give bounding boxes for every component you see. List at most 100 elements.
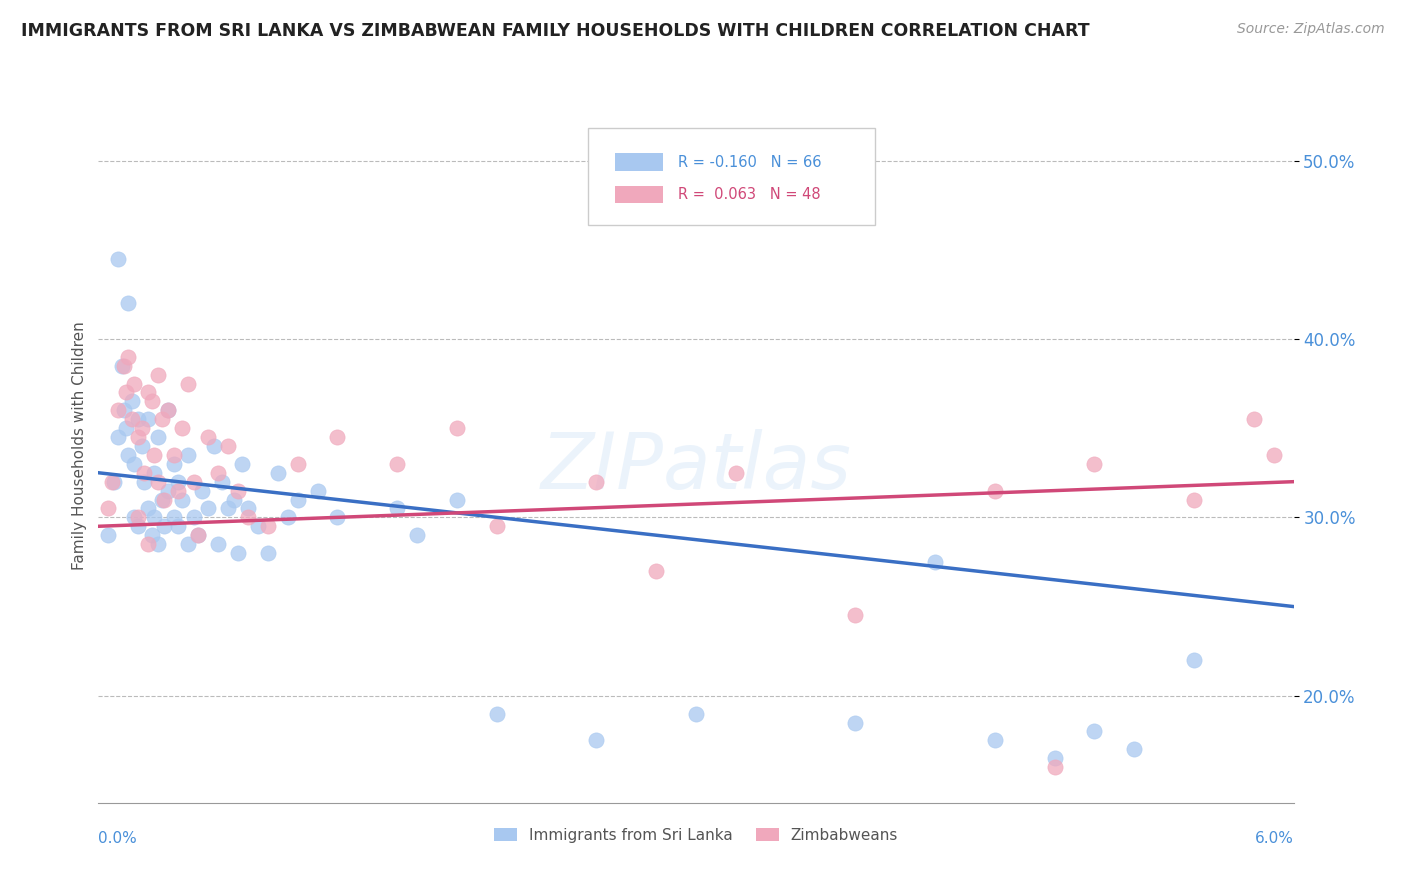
Text: IMMIGRANTS FROM SRI LANKA VS ZIMBABWEAN FAMILY HOUSEHOLDS WITH CHILDREN CORRELAT: IMMIGRANTS FROM SRI LANKA VS ZIMBABWEAN …: [21, 22, 1090, 40]
Point: [148, 430, 170, 444]
Point: [183, 475, 205, 489]
Point: [150, 492, 173, 507]
Point: [256, 546, 278, 560]
Point: [202, 439, 225, 453]
Point: [1083, 457, 1105, 471]
Point: [153, 519, 176, 533]
Point: [277, 510, 299, 524]
Point: [127, 519, 149, 533]
Point: [134, 466, 156, 480]
Point: [148, 475, 170, 489]
Point: [141, 394, 163, 409]
Text: ZIPatlas: ZIPatlas: [540, 429, 852, 506]
Point: [117, 350, 139, 364]
Point: [150, 412, 173, 426]
Point: [131, 439, 153, 453]
Point: [984, 483, 1007, 498]
Point: [157, 403, 180, 417]
Point: [136, 412, 159, 426]
Point: [1123, 742, 1146, 756]
Point: [207, 537, 229, 551]
Point: [385, 501, 409, 516]
Point: [226, 483, 249, 498]
Point: [197, 430, 219, 444]
Point: [236, 510, 259, 524]
Point: [97, 501, 120, 516]
Point: [124, 510, 146, 524]
Point: [307, 483, 329, 498]
Point: [148, 537, 170, 551]
Point: [101, 475, 124, 489]
Point: [287, 492, 309, 507]
Point: [1182, 492, 1205, 507]
Point: [685, 706, 707, 721]
Point: [117, 296, 139, 310]
Point: [246, 519, 269, 533]
Point: [217, 501, 239, 516]
Point: [167, 475, 190, 489]
Point: [645, 564, 668, 578]
Point: [844, 715, 866, 730]
Point: [187, 528, 209, 542]
Point: [121, 412, 143, 426]
Point: [326, 510, 349, 524]
Point: [385, 457, 409, 471]
Point: [112, 359, 135, 373]
Point: [187, 528, 209, 542]
Point: [177, 376, 200, 391]
Point: [197, 501, 219, 516]
Point: [134, 475, 156, 489]
Point: [217, 439, 239, 453]
Point: [256, 519, 278, 533]
Point: [97, 528, 120, 542]
Point: [446, 492, 468, 507]
Point: [107, 403, 129, 417]
Point: [115, 421, 138, 435]
Text: R = -0.160   N = 66: R = -0.160 N = 66: [678, 155, 821, 169]
Point: [183, 510, 205, 524]
Point: [844, 608, 866, 623]
Point: [136, 537, 159, 551]
Point: [1182, 653, 1205, 667]
Point: [446, 421, 468, 435]
Y-axis label: Family Households with Children: Family Households with Children: [72, 322, 87, 570]
Point: [172, 492, 194, 507]
Point: [236, 501, 259, 516]
Point: [127, 510, 149, 524]
Point: [143, 448, 166, 462]
Point: [191, 483, 214, 498]
Point: [163, 448, 186, 462]
Point: [112, 403, 135, 417]
Text: R =  0.063   N = 48: R = 0.063 N = 48: [678, 187, 821, 202]
Point: [167, 519, 190, 533]
Point: [141, 528, 163, 542]
Point: [107, 252, 129, 266]
FancyBboxPatch shape: [614, 153, 662, 171]
Point: [207, 466, 229, 480]
Point: [485, 519, 508, 533]
Point: [585, 475, 607, 489]
Text: Source: ZipAtlas.com: Source: ZipAtlas.com: [1237, 22, 1385, 37]
Point: [124, 457, 146, 471]
Point: [585, 733, 607, 747]
Point: [115, 385, 138, 400]
Point: [485, 706, 508, 721]
Point: [1083, 724, 1105, 739]
Point: [103, 475, 125, 489]
Point: [157, 483, 180, 498]
Point: [172, 421, 194, 435]
Point: [326, 430, 349, 444]
Point: [211, 475, 233, 489]
Point: [724, 466, 747, 480]
Point: [287, 457, 309, 471]
Point: [163, 510, 186, 524]
Point: [984, 733, 1007, 747]
Point: [167, 483, 190, 498]
Point: [406, 528, 429, 542]
Point: [222, 492, 245, 507]
Point: [136, 385, 159, 400]
Point: [111, 359, 134, 373]
Point: [148, 368, 170, 382]
Point: [1043, 751, 1066, 765]
Point: [117, 448, 139, 462]
